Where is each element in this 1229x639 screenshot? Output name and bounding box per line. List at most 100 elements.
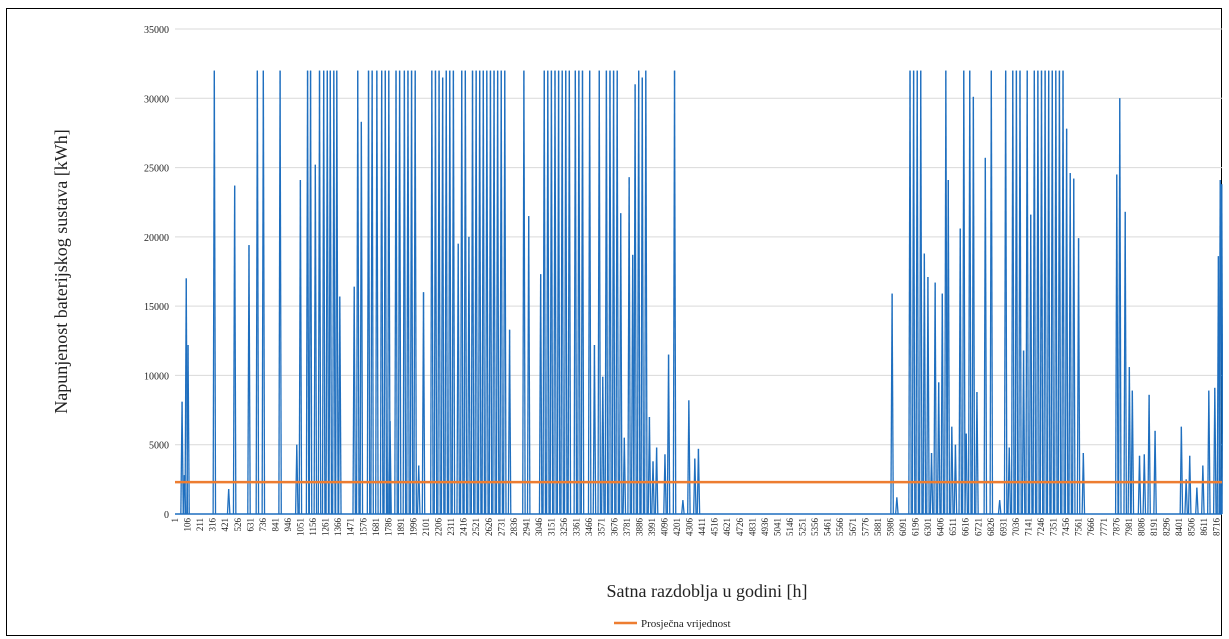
series-spike-down bbox=[1004, 70, 1008, 515]
x-tick-label: 7456 bbox=[1061, 518, 1071, 537]
series-spike-down bbox=[1040, 70, 1044, 515]
series-spike-down bbox=[339, 296, 342, 515]
x-tick-label: 6406 bbox=[936, 518, 946, 537]
series-spike-down bbox=[367, 70, 371, 515]
series-spike-down bbox=[574, 70, 578, 515]
x-tick-label: 5881 bbox=[873, 518, 883, 536]
x-tick-label: 1576 bbox=[358, 518, 368, 537]
series-spike-down bbox=[965, 433, 969, 515]
series-spike-down bbox=[605, 70, 609, 515]
x-tick-label: 2626 bbox=[484, 518, 494, 537]
series-spike-down bbox=[1073, 178, 1076, 515]
series-spike-down bbox=[441, 77, 445, 515]
series-spike-down bbox=[593, 344, 597, 515]
series-spike-down bbox=[336, 70, 339, 515]
x-tick-label: 316 bbox=[208, 518, 218, 532]
x-tick-label: 526 bbox=[233, 518, 243, 532]
series-spike-down bbox=[318, 70, 322, 515]
x-tick-label: 2731 bbox=[496, 518, 506, 536]
series-spike-down bbox=[616, 70, 620, 515]
series-spike-down bbox=[479, 70, 482, 515]
x-tick-label: 3781 bbox=[622, 518, 632, 536]
series-spike-down bbox=[641, 77, 645, 515]
series-spike-down bbox=[333, 70, 336, 515]
x-tick-label: 1366 bbox=[333, 518, 343, 537]
x-tick-label: 3256 bbox=[559, 518, 569, 537]
series-spike-down bbox=[623, 437, 627, 515]
series-spike-down bbox=[652, 461, 655, 515]
series-spike-down bbox=[1138, 455, 1142, 515]
series-spike-down bbox=[489, 70, 493, 515]
series-spike-down bbox=[389, 421, 392, 515]
x-tick-label: 4411 bbox=[697, 518, 707, 536]
x-tick-label: 4621 bbox=[722, 518, 732, 536]
series-spike-down bbox=[930, 453, 934, 515]
series-spike-down bbox=[306, 70, 310, 515]
series-spike-down bbox=[565, 70, 568, 515]
x-tick-label: 8191 bbox=[1149, 518, 1159, 536]
series-spike-down bbox=[181, 401, 184, 515]
x-tick-label: 6091 bbox=[898, 518, 908, 536]
series-spike-down bbox=[667, 354, 671, 515]
x-tick-label: 3361 bbox=[572, 518, 582, 536]
series-spike-down bbox=[523, 70, 526, 515]
x-tick-label: 5356 bbox=[810, 518, 820, 537]
x-tick-label: 5461 bbox=[823, 518, 833, 536]
series-spike-down bbox=[568, 70, 572, 515]
series-spike-down bbox=[371, 70, 374, 515]
series-spike-down bbox=[1143, 454, 1147, 515]
series-spike-down bbox=[1015, 70, 1019, 515]
series-spike-down bbox=[418, 465, 421, 515]
series-spike-down bbox=[941, 293, 945, 515]
series-spike-down bbox=[1131, 390, 1135, 515]
series-spike-down bbox=[891, 293, 894, 515]
series-spike-down bbox=[360, 121, 364, 515]
x-tick-label: 3676 bbox=[609, 518, 619, 537]
series-spike-down bbox=[468, 236, 471, 515]
series-spike-down bbox=[309, 70, 313, 515]
series-spike-down bbox=[557, 70, 561, 515]
series-spike-down bbox=[896, 497, 899, 515]
x-tick-label: 5251 bbox=[798, 518, 808, 536]
x-tick-label: 7876 bbox=[1111, 518, 1121, 537]
series-spike-down bbox=[682, 500, 685, 515]
series-spike-down bbox=[1037, 70, 1040, 515]
x-tick-label: 8401 bbox=[1174, 518, 1184, 536]
y-tick-label: 15000 bbox=[144, 302, 169, 313]
series-spike-down bbox=[357, 70, 360, 515]
series-spike-down bbox=[969, 70, 972, 515]
x-tick-label: 8296 bbox=[1162, 518, 1172, 537]
series-layer bbox=[175, 70, 1223, 515]
x-tick-label: 1786 bbox=[383, 518, 393, 537]
series-spike-down bbox=[384, 70, 388, 515]
x-tick-label: 6721 bbox=[973, 518, 983, 536]
series-spike-down bbox=[947, 180, 951, 515]
x-tick-label: 106 bbox=[183, 518, 193, 532]
series-spike-down bbox=[422, 292, 426, 515]
series-spike-down bbox=[213, 70, 217, 515]
x-tick-label: 3991 bbox=[647, 518, 657, 536]
x-tick-label: 2836 bbox=[509, 518, 519, 537]
series-spike-down bbox=[620, 213, 623, 515]
x-tick-label: 3151 bbox=[547, 518, 557, 536]
series-spike-down bbox=[296, 444, 299, 515]
y-tick-label: 20000 bbox=[144, 233, 169, 244]
series-spike-down bbox=[912, 70, 916, 515]
series-spike-down bbox=[1030, 214, 1033, 515]
series-spike-down bbox=[609, 70, 612, 515]
x-tick-label: 6931 bbox=[998, 518, 1008, 536]
series-spike-down bbox=[972, 96, 976, 515]
series-spike-down bbox=[248, 245, 251, 515]
series-spike-down bbox=[1065, 128, 1069, 515]
x-tick-label: 8611 bbox=[1199, 518, 1209, 536]
series-spike-down bbox=[461, 70, 464, 515]
series-spike-down bbox=[482, 70, 486, 515]
x-tick-label: 4096 bbox=[659, 518, 669, 537]
series-spike-down bbox=[547, 70, 550, 515]
series-spike-down bbox=[645, 70, 648, 515]
series-spike-down bbox=[279, 70, 282, 515]
series-spike-down bbox=[638, 70, 641, 515]
series-spike-down bbox=[1116, 174, 1119, 515]
series-spike-down bbox=[256, 70, 260, 515]
series-spike-down bbox=[976, 392, 979, 515]
